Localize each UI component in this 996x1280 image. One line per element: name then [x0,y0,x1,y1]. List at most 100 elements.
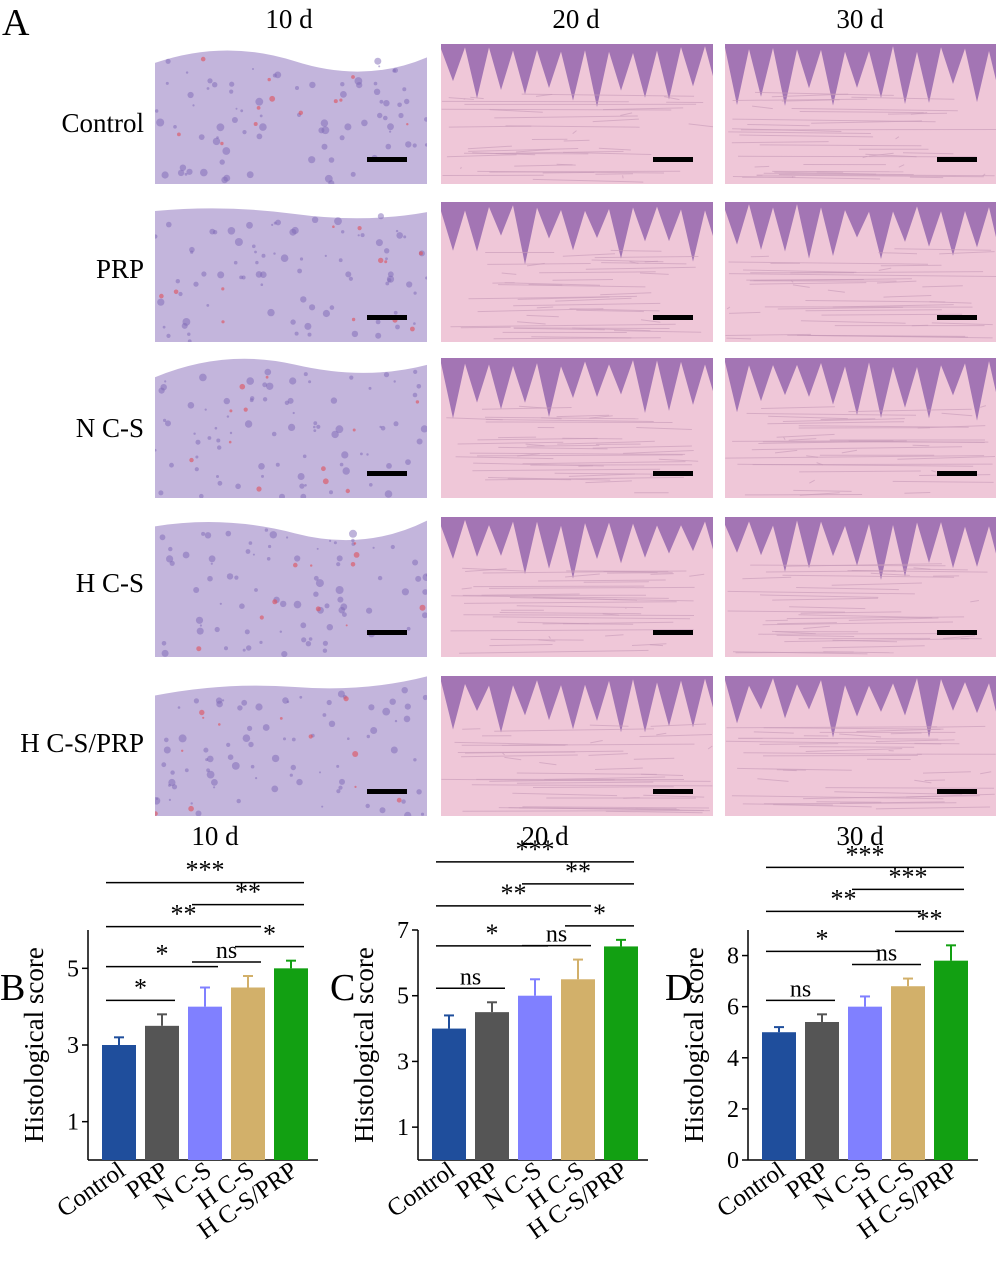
scale-bar [367,157,407,162]
y-tick-label-b: 5 [67,956,79,982]
y-tick-label-d: 6 [727,995,739,1021]
x-tick-label-d: Control [712,1157,790,1223]
significance-label-b: * [263,920,276,949]
panel-letter-b: B [0,967,25,1009]
micrograph-h-c-s-prp-30-d [725,664,996,816]
micrograph-n-c-s-30-d [725,346,996,498]
y-tick-label-d: 0 [727,1148,739,1174]
x-tick-label-d: N C-S [809,1157,876,1215]
bar-c-h-c-s-prp [604,946,638,1160]
x-tick-label-b: Control [52,1157,130,1223]
chart-title-d: 30 d [836,821,884,851]
scale-bar [937,471,977,476]
y-axis-label-b: Histological score [19,947,49,1143]
micrograph-col-title-30d: 30 d [836,4,884,34]
row-label-control: Control [61,108,144,138]
micrograph-prp-20-d [441,190,713,342]
bar-d-n-c-s [848,1006,882,1160]
x-tick-label-d: H C-S [852,1157,919,1215]
significance-label-c: * [486,919,499,948]
chart-title-c: 20 d [521,821,569,851]
micrograph-h-c-s-20-d [441,505,713,657]
bar-b-prp [145,1025,179,1160]
micrograph-h-c-s-prp-10-d [155,664,427,816]
y-axis-label-c: Histological score [349,947,379,1143]
chart-title-b: 10 d [191,821,239,851]
significance-label-c: ns [460,964,481,990]
significance-label-b: * [156,940,169,969]
significance-label-c: * [593,899,606,928]
significance-label-b: ** [235,878,261,907]
x-tick-label-b: N C-S [149,1157,216,1215]
bar-c-prp [475,1012,509,1160]
x-tick-label-c: H C-S [522,1157,589,1215]
y-tick-label-c: 1 [397,1115,409,1141]
significance-label-d: *** [889,862,928,891]
x-tick-label-b: H C-S/PRP [193,1157,302,1245]
significance-label-d: * [816,924,829,953]
significance-label-b: *** [186,856,225,885]
row-label-h-cs: H C-S [75,568,144,598]
scale-bar [937,157,977,162]
significance-label-b: ns [216,938,237,964]
scale-bar [367,789,407,794]
bar-d-control [762,1032,796,1160]
x-tick-label-b: PRP [122,1157,174,1205]
row-label-prp: PRP [95,254,144,284]
bar-c-n-c-s [518,995,552,1160]
row-label-h-cs-prp: H C-S/PRP [20,728,144,758]
x-tick-label-b: H C-S [192,1157,259,1215]
scale-bar [653,157,693,162]
significance-label-c: ** [565,857,591,886]
scale-bar [937,315,977,320]
significance-label-b: * [134,973,147,1002]
y-tick-label-d: 4 [727,1046,739,1072]
bar-b-control [102,1045,136,1160]
micrograph-n-c-s-20-d [441,346,713,498]
y-tick-label-c: 5 [397,984,409,1010]
bar-d-h-c-s-prp [934,960,968,1160]
significance-label-c: *** [516,835,555,864]
bar-d-prp [805,1022,839,1160]
scale-bar [653,315,693,320]
significance-label-c: ** [501,879,527,908]
x-tick-label-d: H C-S/PRP [853,1157,962,1245]
significance-label-b: ** [171,900,197,929]
scale-bar [367,630,407,635]
scale-bar [367,315,407,320]
bar-b-n-c-s [188,1006,222,1160]
micrograph-col-title-10d: 10 d [265,4,313,34]
scale-bar [653,471,693,476]
scale-bar [653,789,693,794]
bar-b-h-c-s [231,987,265,1160]
y-tick-label-c: 3 [397,1049,409,1075]
bar-c-control [432,1028,466,1160]
y-tick-label-b: 3 [67,1033,79,1059]
scale-bar [653,630,693,635]
micrograph-prp-30-d [725,190,996,342]
micrograph-n-c-s-10-d [155,346,427,498]
micrograph-control-30-d [725,32,996,184]
y-axis-label-d: Histological score [679,947,709,1143]
significance-label-d: *** [846,840,885,869]
panel-letter-c: C [330,967,355,1009]
significance-label-d: ** [917,904,943,933]
micrograph-control-10-d [155,32,427,184]
panel-letter-d: D [665,967,692,1009]
bar-d-h-c-s [891,986,925,1160]
scale-bar [937,789,977,794]
row-label-n-cs: N C-S [75,413,144,443]
micrograph-col-title-20d: 20 d [552,4,600,34]
x-tick-label-c: Control [382,1157,460,1223]
y-tick-label-d: 2 [727,1097,739,1123]
bar-c-h-c-s [561,979,595,1160]
scale-bar [367,471,407,476]
significance-label-d: ns [876,941,897,967]
significance-label-c: ns [546,922,567,948]
micrograph-h-c-s-prp-20-d [441,664,713,816]
micrograph-h-c-s-10-d [155,505,427,657]
micrograph-prp-10-d [155,190,427,342]
micrograph-h-c-s-30-d [725,505,996,657]
panel-letter-a: A [2,2,30,44]
x-tick-label-c: N C-S [479,1157,546,1215]
